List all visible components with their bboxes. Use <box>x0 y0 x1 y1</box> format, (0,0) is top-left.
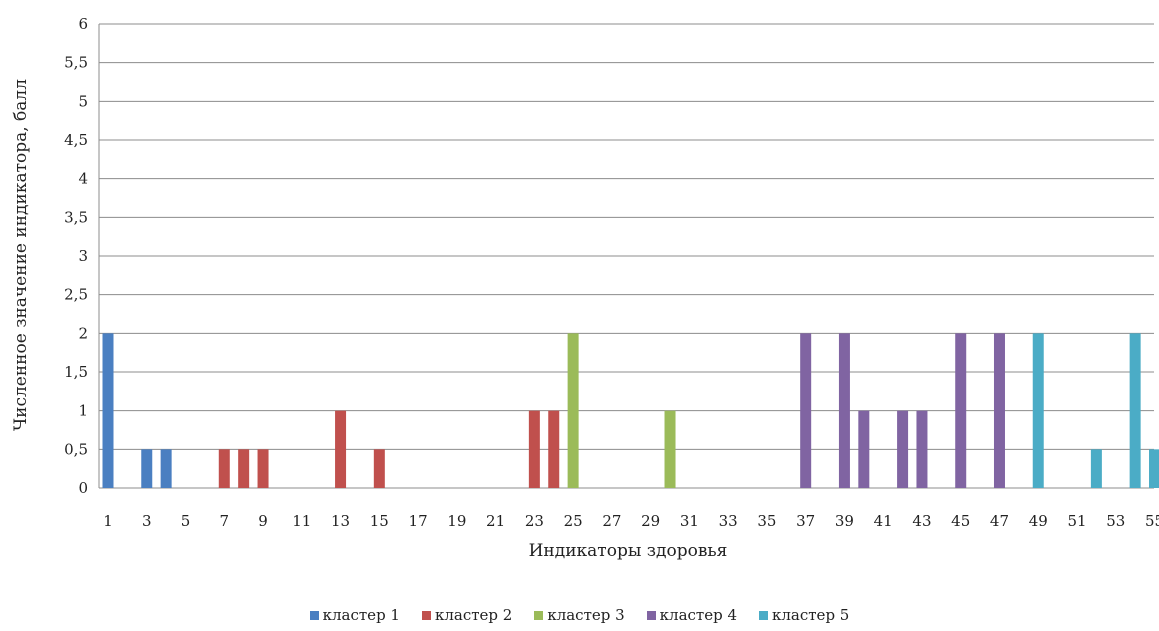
x-tick-label: 51 <box>1067 512 1086 530</box>
bar-cluster-1 <box>102 333 114 488</box>
x-tick-label: 55 <box>1145 512 1159 530</box>
bar-cluster-4 <box>916 410 928 488</box>
x-tick-label: 15 <box>370 512 389 530</box>
bar-cluster-2 <box>218 449 230 488</box>
bar-cluster-4 <box>800 333 812 488</box>
x-tick-label: 35 <box>757 512 776 530</box>
x-tick-label: 31 <box>680 512 699 530</box>
bar-cluster-2 <box>548 410 560 488</box>
bar-cluster-1 <box>141 449 153 488</box>
x-tick-label: 9 <box>258 512 268 530</box>
x-tick-label: 43 <box>912 512 931 530</box>
y-tick-label: 4 <box>78 170 88 188</box>
bars <box>102 333 1159 488</box>
x-tick-label: 11 <box>292 512 311 530</box>
x-tick-label: 33 <box>719 512 738 530</box>
x-axis-label: Индикаторы здоровья <box>529 541 728 561</box>
x-tick-label: 27 <box>602 512 621 530</box>
legend-item-cluster-4: кластер 4 <box>646 606 738 624</box>
bar-cluster-4 <box>858 410 870 488</box>
legend-swatch <box>421 610 431 620</box>
y-axis-ticks: 0 0,5 1 1,5 2 2,5 3 3,5 4 4,5 5 5,5 6 <box>64 15 88 497</box>
bar-cluster-2 <box>257 449 269 488</box>
bar-cluster-1 <box>160 449 172 488</box>
bar-cluster-2 <box>238 449 250 488</box>
bar-cluster-5 <box>1129 333 1141 488</box>
x-tick-label: 29 <box>641 512 660 530</box>
bar-cluster-2 <box>528 410 540 488</box>
bar-cluster-3 <box>664 410 676 488</box>
bar-cluster-2 <box>335 410 347 488</box>
y-axis-label: Численное значение индикатора, балл <box>11 79 31 431</box>
x-tick-label: 49 <box>1029 512 1048 530</box>
legend-swatch <box>309 610 319 620</box>
y-tick-label: 3,5 <box>64 208 88 226</box>
y-tick-label: 2 <box>78 324 88 342</box>
x-tick-label: 25 <box>564 512 583 530</box>
x-tick-label: 17 <box>409 512 428 530</box>
legend-swatch <box>534 610 544 620</box>
x-tick-label: 1 <box>103 512 113 530</box>
legend-item-cluster-1: кластер 1 <box>309 606 400 624</box>
legend-swatch <box>759 610 769 620</box>
y-tick-label: 3 <box>78 247 88 265</box>
legend-item-cluster-3: кластер 3 <box>534 606 625 624</box>
legend-swatch <box>646 610 656 620</box>
bar-cluster-4 <box>955 333 967 488</box>
bar-cluster-3 <box>567 333 579 488</box>
bar-cluster-5 <box>1032 333 1044 488</box>
x-tick-label: 5 <box>181 512 191 530</box>
y-tick-label: 1,5 <box>64 363 88 381</box>
x-tick-label: 21 <box>486 512 505 530</box>
bar-cluster-4 <box>897 410 909 488</box>
y-tick-label: 5,5 <box>64 54 88 72</box>
x-tick-label: 3 <box>142 512 152 530</box>
x-tick-label: 47 <box>990 512 1009 530</box>
legend-label: кластер 5 <box>772 606 850 624</box>
chart-legend: кластер 1 кластер 2 кластер 3 кластер 4 клас… <box>0 606 1159 624</box>
gridlines <box>98 23 1154 489</box>
y-tick-label: 0 <box>78 479 88 497</box>
legend-item-cluster-2: кластер 2 <box>421 606 513 624</box>
bar-cluster-5 <box>1090 449 1102 488</box>
y-tick-label: 5 <box>78 92 88 110</box>
x-tick-label: 41 <box>874 512 893 530</box>
y-tick-label: 2,5 <box>64 286 88 304</box>
x-tick-label: 19 <box>447 512 466 530</box>
bar-cluster-4 <box>838 333 850 488</box>
legend-label: кластер 2 <box>434 606 513 624</box>
x-tick-label: 23 <box>525 512 544 530</box>
legend-item-cluster-5: кластер 5 <box>759 606 849 624</box>
x-tick-label: 37 <box>796 512 815 530</box>
y-tick-label: 6 <box>78 15 88 33</box>
x-tick-label: 53 <box>1106 512 1125 530</box>
bar-cluster-4 <box>993 333 1005 488</box>
y-tick-label: 0,5 <box>64 440 88 458</box>
x-tick-label: 39 <box>835 512 854 530</box>
x-axis-ticks: 1 3 5 7 9 11 13 15 17 19 21 23 25 27 29 31 33 35 37 39 41 43 4… <box>103 512 1159 530</box>
bar-cluster-5 <box>1149 449 1159 488</box>
x-tick-label: 13 <box>331 512 350 530</box>
legend-label: кластер 3 <box>547 606 625 624</box>
bar-chart: 00,511,522,533,544,555,56 1 3 5 7 9 11 13 15 17 1… <box>11 15 1159 561</box>
legend-label: кластер 4 <box>659 606 738 624</box>
y-tick-label: 4,5 <box>64 131 88 149</box>
bar-cluster-2 <box>373 449 385 488</box>
x-tick-label: 45 <box>951 512 970 530</box>
x-tick-label: 7 <box>220 512 230 530</box>
y-tick-label: 1 <box>78 402 88 420</box>
legend-label: кластер 1 <box>322 606 400 624</box>
